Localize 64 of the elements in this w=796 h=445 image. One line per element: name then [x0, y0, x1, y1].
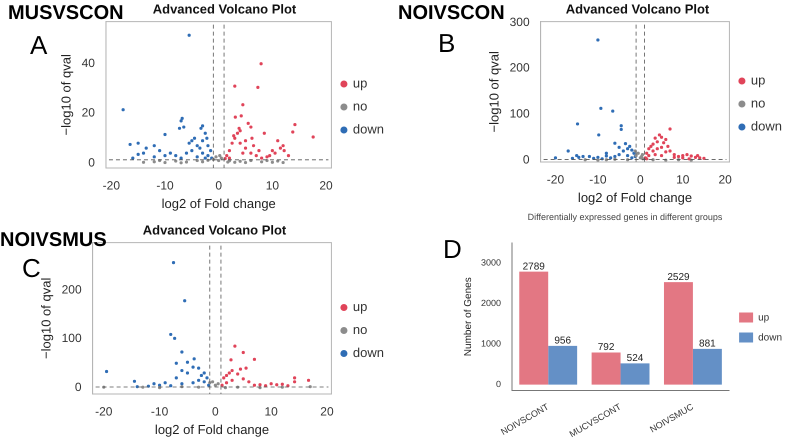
legend-label: up [758, 312, 770, 324]
y-tick-label: 0 [88, 155, 96, 170]
y-tick-label: 200 [62, 282, 82, 296]
data-label: 956 [554, 336, 572, 347]
x-axis-title: log2 of Fold change [162, 196, 276, 211]
legend-label: down [758, 332, 782, 344]
x-tick-label: 10 [264, 404, 278, 419]
text: C [22, 253, 41, 284]
data-label: 2789 [522, 261, 546, 272]
y-tick-label: 100 [510, 106, 530, 121]
annotation: NOIVSMUS [0, 229, 107, 252]
x-tick-label: 10 [676, 172, 690, 187]
chart-title: Advanced Volcano Plot [566, 1, 710, 16]
y-tick-label: 0 [522, 152, 530, 166]
y-axis-title: −log10 of qval [38, 278, 54, 359]
chart-title: Advanced Volcano Plot [142, 222, 287, 238]
legend-label: no [352, 98, 368, 114]
legend-label: down [750, 118, 782, 134]
y-tick-label: 300 [510, 14, 530, 29]
legend-label: no [352, 322, 368, 338]
y-tick-label: 1000 [480, 338, 502, 349]
data-label: 524 [626, 353, 644, 364]
chart-title: Differentially expressed genes in different groups [528, 212, 723, 222]
x-tick-label: -10 [150, 404, 169, 419]
x-tick-label: 0 [636, 172, 644, 187]
legend-label: no [750, 96, 766, 111]
x-tick-label: 20 [718, 172, 732, 187]
text: D [443, 234, 462, 265]
x-tick-label: -10 [589, 172, 607, 187]
y-axis-title: −log10 of qval [486, 51, 502, 132]
y-tick-label: 2000 [480, 298, 502, 308]
x-tick-label: -20 [546, 172, 564, 187]
legend-label: up [750, 72, 766, 88]
y-tick-label: 40 [82, 56, 96, 70]
y-axis-title: Number of Genes [462, 277, 474, 356]
x-tick-label: 20 [319, 178, 334, 193]
y-axis-title: −log10 of qval [58, 54, 74, 136]
legend-label: down [352, 345, 384, 360]
text: A [30, 30, 48, 61]
x-axis-title: log2 of Fold change [578, 190, 692, 205]
x-tick-label: -20 [102, 178, 120, 193]
data-label: 792 [598, 342, 615, 354]
x-tick-label: -20 [95, 404, 113, 419]
y-tick-label: 200 [510, 60, 530, 75]
legend-label: up [352, 76, 368, 91]
x-axis-title: log2 of Fold change [154, 422, 270, 437]
y-tick-label: 0 [74, 380, 82, 394]
data-label: 881 [699, 338, 716, 350]
text: B [438, 28, 456, 59]
legend-label: up [352, 299, 368, 314]
x-tick-label: 10 [266, 178, 280, 193]
x-tick-label: 20 [320, 404, 334, 419]
legend-label: down [352, 122, 384, 137]
y-tick-label: 20 [82, 106, 96, 120]
x-tick-label: 0 [215, 178, 222, 193]
data-label: 2529 [667, 272, 690, 283]
annotation: MUSVSCON [8, 2, 124, 25]
y-tick-label: 3000 [480, 258, 502, 268]
text: NOIVSCON [398, 2, 505, 25]
x-tick-label: 0 [212, 404, 220, 419]
y-tick-label: 100 [62, 331, 82, 346]
y-tick-label: 0 [496, 379, 502, 390]
chart-title: Advanced Volcano Plot [152, 1, 297, 16]
x-tick-label: -10 [156, 178, 174, 193]
